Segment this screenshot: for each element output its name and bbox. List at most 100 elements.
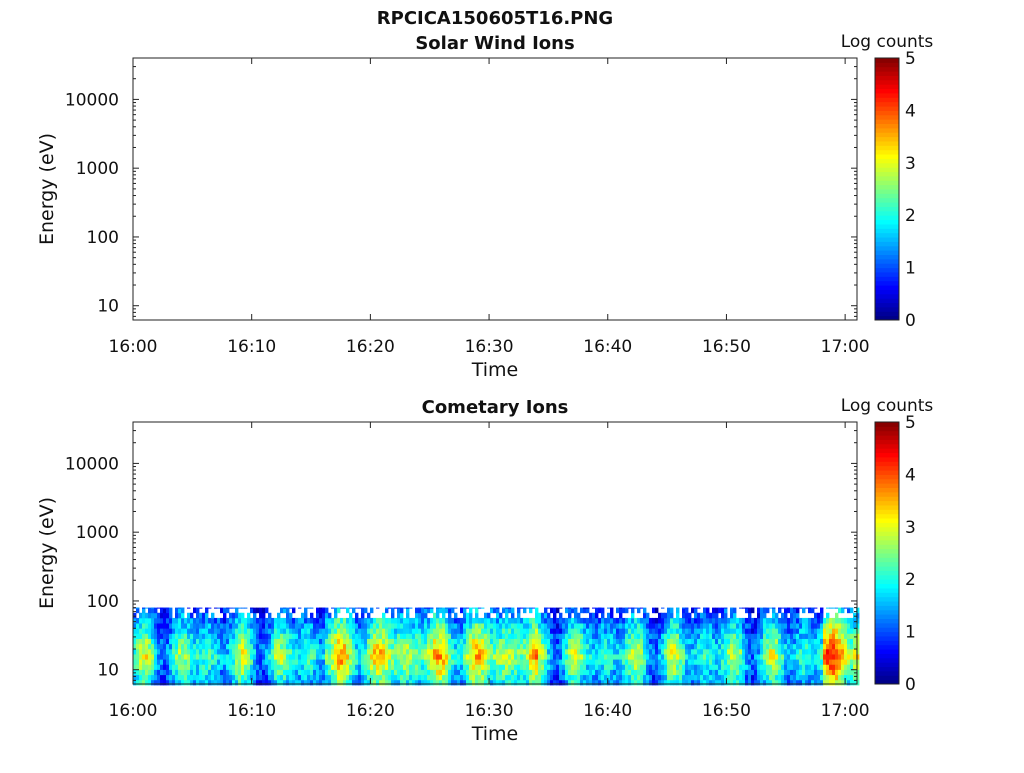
heat-cell [238,659,242,665]
heat-cell [541,633,545,639]
heat-cell [802,607,806,614]
heat-cell [229,633,233,639]
heat-cell [838,679,842,686]
heat-cell [244,654,248,660]
heat-cell [493,659,497,665]
heat-cell [697,638,701,645]
heat-cell [436,674,440,681]
heat-cell [706,607,710,609]
heat-cell [259,623,263,629]
heat-cell [433,628,437,634]
heat-cell [322,623,326,629]
heat-cell [262,633,266,639]
heat-cell [481,633,485,639]
heat-cell [187,664,191,670]
heat-cell [427,617,431,624]
heat-cell [292,669,296,676]
heat-cell [709,612,713,619]
heat-cell [478,623,482,629]
heat-cell [328,674,332,681]
heat-cell [652,648,656,655]
heat-cell [175,664,179,670]
heat-cell [325,633,329,639]
heat-cell [760,679,764,686]
heat-cell [379,648,383,655]
heat-cell [748,623,752,629]
heat-cell [184,623,188,629]
heat-cell [355,654,359,660]
heat-cell [367,679,371,686]
heat-cell [241,623,245,629]
heat-cell [148,659,152,665]
heat-cell [679,623,683,629]
heat-cell [766,664,770,670]
heat-cell [469,648,473,655]
heat-cell [727,679,731,686]
heat-cell [355,628,359,634]
heat-cell [721,607,725,614]
heat-cell [298,643,302,650]
heat-cell [313,664,317,670]
heat-cell [760,607,764,614]
heat-cell [217,654,221,660]
heat-cell [619,638,623,645]
heat-cell [703,607,707,614]
colorbar-segment [875,483,899,488]
heat-cell [499,633,503,639]
heat-cell [625,664,629,670]
heat-cell [340,654,344,660]
heat-cell [424,607,428,614]
heat-cell [235,607,239,614]
heat-cell [427,607,431,614]
heat-cell [352,617,356,624]
heat-cell [856,654,860,660]
heat-cell [637,623,641,629]
heat-cell [643,654,647,660]
heat-cell [319,628,323,634]
heat-cell [220,617,224,624]
heat-cell [805,654,809,660]
heat-cell [346,674,350,681]
heat-cell [250,617,254,624]
heat-cell [478,669,482,676]
heat-cell [145,623,149,629]
heat-cell [151,643,155,650]
heat-cell [250,607,254,609]
heat-cell [274,654,278,660]
heat-cell [166,607,170,609]
heat-cell [739,664,743,670]
heat-cell [142,648,146,655]
heat-cell [388,633,392,639]
heat-cell [163,679,167,686]
heat-cell [322,674,326,681]
heat-cell [226,633,230,639]
heat-cell [253,664,257,670]
heat-cell [742,664,746,670]
heat-cell [148,623,152,629]
heat-cell [235,679,239,686]
heat-cell [415,607,419,614]
heat-cell [778,648,782,655]
heat-cell [133,654,137,660]
heat-cell [556,654,560,660]
heat-cell [310,628,314,634]
heat-cell [757,659,761,665]
colorbar-segment [875,452,899,458]
heat-cell [361,617,365,624]
heat-cell [205,633,209,639]
heat-cell [730,617,734,624]
heat-cell [574,679,578,686]
heat-cell [706,617,710,624]
heat-cell [805,628,809,634]
heat-cell [721,617,725,624]
heat-cell [562,674,566,681]
colorbar-segment [875,206,899,212]
heat-cell [205,664,209,670]
heat-cell [742,617,746,624]
heat-cell [208,623,212,629]
heat-cell [748,674,752,681]
heat-cell [175,679,179,686]
heat-cell [250,648,254,655]
heat-cell [850,628,854,634]
heat-cell [538,617,542,624]
